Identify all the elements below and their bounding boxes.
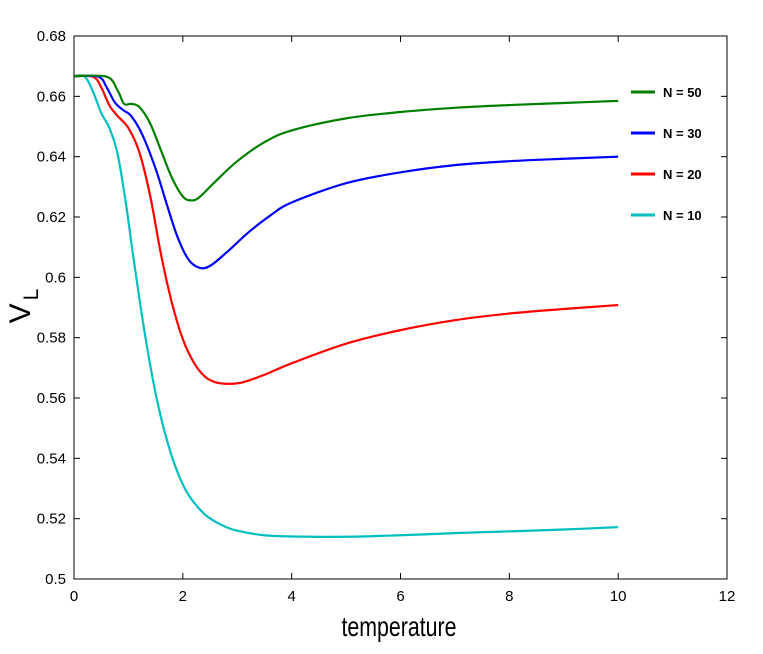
plot-area	[73, 35, 728, 580]
y-axis-title-main: V	[4, 303, 37, 323]
x-tick-label: 0	[70, 588, 78, 605]
y-tick-label: 0.56	[37, 390, 66, 407]
legend-label-n-10: N = 10	[663, 208, 702, 223]
y-axis-title-subscript: L	[20, 289, 43, 301]
series-line-n-10	[73, 74, 619, 538]
y-tick-label: 0.54	[37, 450, 66, 467]
series-lines	[73, 74, 619, 538]
y-tick-label: 0.58	[37, 330, 66, 347]
y-tick-label: 0.6	[45, 269, 66, 286]
legend-label-n-20: N = 20	[663, 167, 702, 182]
legend-label-n-50: N = 50	[663, 85, 702, 100]
series-line-n-20	[73, 74, 619, 385]
series-line-n-50	[73, 74, 619, 202]
y-tick-label: 0.66	[37, 88, 66, 105]
legend: N = 50 N = 30 N = 20 N = 10	[631, 85, 702, 223]
x-tick-label: 4	[287, 588, 295, 605]
x-tick-label: 6	[396, 588, 404, 605]
x-tick-label: 10	[610, 588, 627, 605]
y-tick-label: 0.64	[37, 149, 66, 166]
y-tick-label: 0.52	[37, 511, 66, 528]
x-tick-label: 8	[505, 588, 513, 605]
x-axis-title: temperature	[342, 611, 457, 642]
axis-ticks: 0 2 4 6 8 10 12 0.5 0.52 0.54 0.56 0.58 0.6 0.62 0.64 0…	[37, 28, 736, 605]
y-tick-label: 0.68	[37, 28, 66, 45]
x-tick-label: 12	[719, 588, 736, 605]
x-tick-label: 2	[179, 588, 187, 605]
y-axis-title: VL	[4, 289, 43, 324]
y-tick-label: 0.62	[37, 209, 66, 226]
series-line-n-30	[73, 74, 619, 270]
y-tick-label: 0.5	[45, 571, 66, 588]
legend-label-n-30: N = 30	[663, 126, 702, 141]
